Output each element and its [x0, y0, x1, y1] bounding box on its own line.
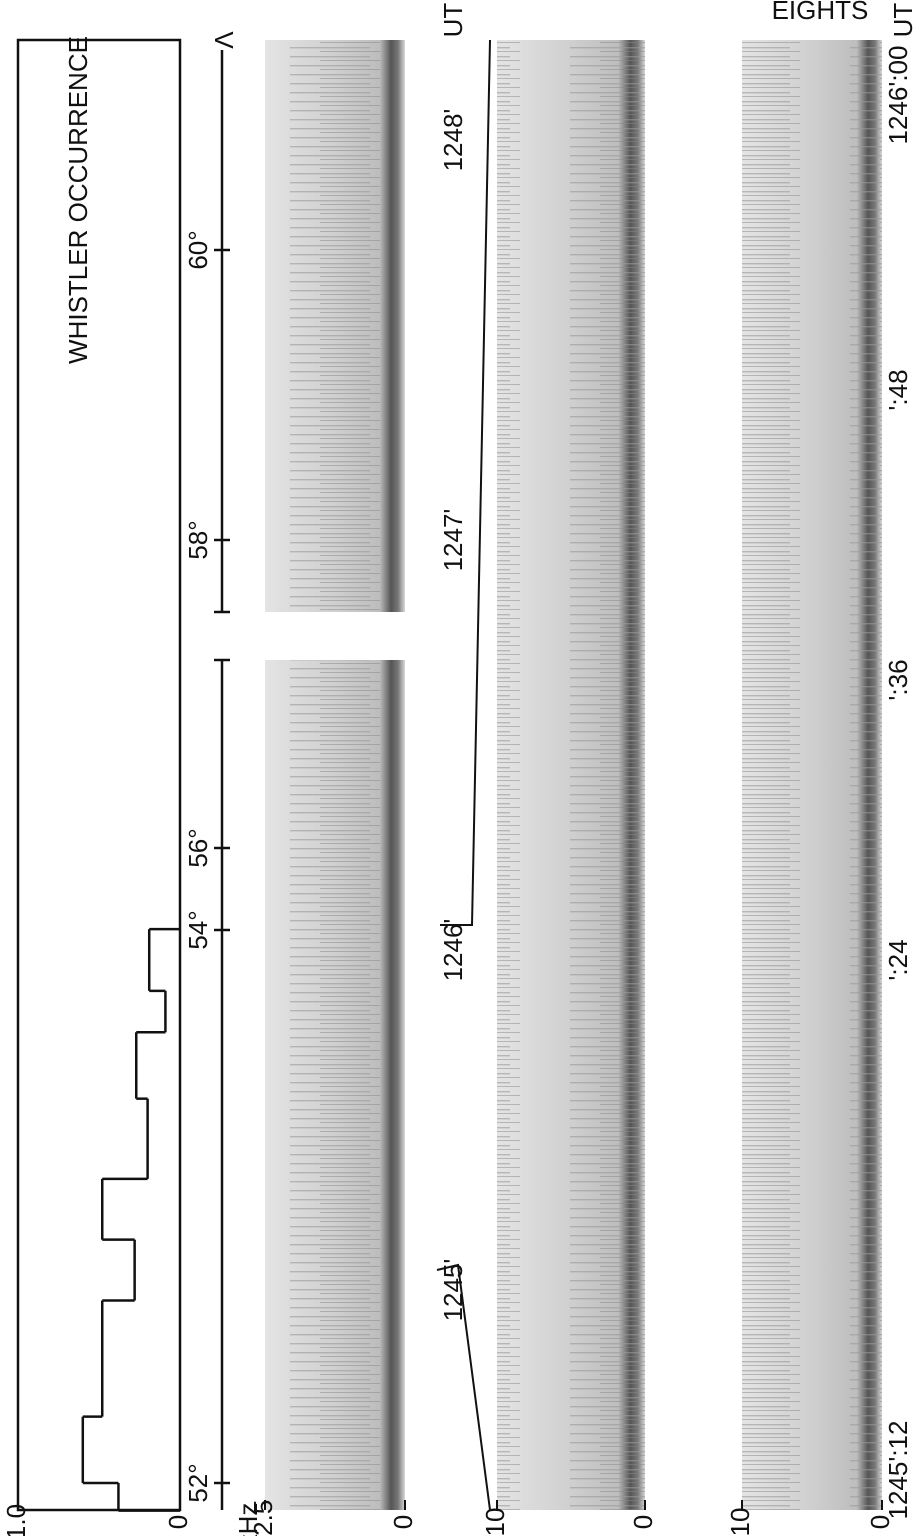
spectrogram-2 — [497, 40, 645, 1510]
frequency-tick-label: 0 — [865, 1515, 895, 1529]
frequency-tick-label: 0 — [628, 1515, 658, 1529]
station-name: EIGHTS — [772, 0, 869, 25]
frequency-tick-label: 0 — [388, 1515, 418, 1529]
time-label: ':24 — [883, 939, 913, 980]
time-unit: UT — [888, 3, 918, 38]
spectrogram-3 — [742, 40, 882, 1510]
x-tick-label: 52° — [183, 1463, 213, 1502]
y-tick-label: 0 — [163, 1515, 193, 1529]
chart-title: WHISTLER OCCURRENCE — [63, 36, 93, 364]
time-label: 1247' — [438, 509, 468, 572]
time-unit: UT — [438, 3, 468, 38]
time-label: ':36 — [883, 659, 913, 700]
time-label: 1245' — [438, 1259, 468, 1322]
x-tick-label: 60° — [183, 230, 213, 269]
frequency-tick-label: 10 — [725, 1508, 755, 1536]
x-tick-label: 58° — [183, 520, 213, 559]
latitude-axis — [214, 50, 230, 1510]
frequency-tick-label: 12.5 — [248, 1500, 278, 1536]
time-label: ':48 — [883, 369, 913, 410]
time-label: 1246' — [438, 919, 468, 982]
y-tick-label: 1.0 — [1, 1504, 31, 1536]
time-label: 1246':00 — [883, 46, 913, 145]
time-label: 1245':12 — [883, 1421, 913, 1520]
x-tick-label: 56° — [183, 828, 213, 867]
frequency-unit: kHz — [233, 1503, 263, 1536]
histogram-frame — [16, 38, 182, 1512]
x-tick-label: 54° — [183, 910, 213, 949]
x-axis-label: Λ — [209, 31, 239, 49]
frequency-tick-label: 10 — [480, 1508, 510, 1536]
spectrogram-1 — [265, 40, 405, 1510]
expansion-lines — [436, 39, 491, 1511]
time-label: 1248' — [438, 109, 468, 172]
